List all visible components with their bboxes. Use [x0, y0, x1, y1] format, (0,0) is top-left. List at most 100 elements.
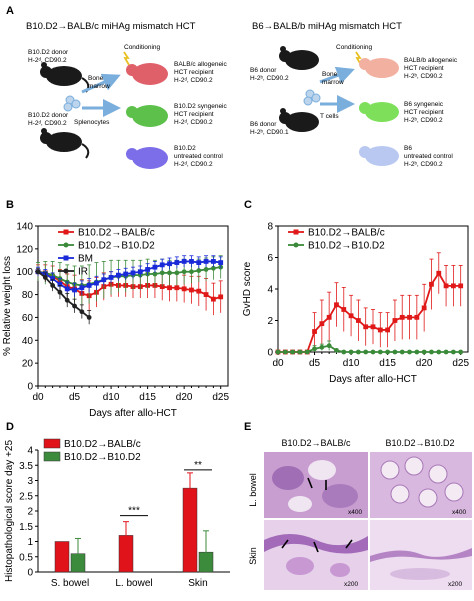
y-tick-label: 80: [22, 290, 34, 301]
y-tick-label: 20: [22, 359, 34, 370]
x-tick-label: d15: [139, 392, 156, 403]
left-recipient-1-line2: HCT recipient: [174, 69, 214, 76]
x-tick-label: d25: [212, 392, 229, 403]
y-tick-label: 40: [22, 336, 34, 347]
right-bone-marrow-line2: marrow: [322, 79, 344, 86]
left-lightning-icon: [123, 51, 130, 66]
schematic-left: B10.D2→BALB/c miHAg mismatch HCT B10.D2 …: [26, 21, 228, 169]
data-point: [218, 294, 224, 300]
data-point: [334, 348, 339, 353]
data-point: [414, 349, 420, 355]
data-point: [35, 269, 41, 275]
left-donor-top-line2: H-2ᵈ, CD90.2: [28, 57, 67, 64]
y-tick-label: 0.5: [19, 552, 33, 563]
legend-swatch: [43, 438, 61, 449]
data-point: [72, 287, 77, 293]
y-axis-label: GvHD score: [242, 261, 253, 316]
right-donor-top-mouse-icon: [279, 46, 319, 70]
histopathology-bar-chart: 0 0.5 1 1.5 2 2.5 3 3.5 4 Histopathological score…: [4, 438, 230, 589]
legend-label: B10.D2→BALB/c: [64, 439, 141, 450]
left-donor-bottom-line2: H-2ᵈ, CD90.2: [28, 120, 67, 127]
data-point: [377, 327, 383, 333]
histology-image-skin-syn: x200: [370, 520, 472, 590]
data-point: [421, 349, 427, 355]
left-cells-label: Splenocytes: [74, 119, 110, 126]
left-recipient-2: B10.D2 syngeneic HCT recipient H-2ᵈ, CD9…: [126, 103, 228, 127]
data-point: [355, 318, 361, 323]
right-recipient-3-line1: B6: [404, 145, 412, 152]
data-point: [326, 343, 332, 349]
legend-marker: [293, 242, 299, 248]
data-point: [196, 268, 202, 273]
right-donor-top-line1: B6 donor: [250, 67, 277, 74]
y-tick-label: 60: [22, 313, 34, 324]
right-recipient-3-line2: untreated control: [404, 153, 453, 160]
data-point: [152, 271, 158, 277]
left-recipient-3-mouse-icon: [132, 147, 168, 169]
data-point: [174, 285, 180, 291]
data-point: [42, 275, 48, 280]
data-point: [385, 349, 391, 355]
legend-label: B10.D2→BALB/c: [78, 228, 155, 239]
data-point: [319, 344, 325, 350]
data-point: [167, 261, 172, 267]
data-point: [181, 259, 187, 264]
left-donor-top-mouse-icon: [40, 62, 90, 93]
right-cells-label: T cells: [320, 113, 339, 120]
data-point: [181, 286, 187, 292]
left-recipient-3: B10.D2 untreated control H-2ᵈ, CD90.2: [126, 145, 223, 169]
left-recipient-1-mouse-icon: [132, 63, 168, 85]
panel-a-label: A: [6, 5, 14, 17]
histology-arrow-icon: [281, 539, 289, 549]
data-point: [203, 259, 209, 264]
right-donor-bottom-line2: H-2ᵇ, CD90.1: [250, 129, 289, 136]
y-tick-label: 2: [27, 507, 33, 518]
legend-marker: [63, 268, 69, 274]
data-point: [334, 302, 339, 308]
right-recipient-3-line3: H-2ᵇ, CD90.2: [404, 161, 443, 168]
legend-label: B10.D2→BALB/c: [308, 228, 385, 239]
x-tick-label: d0: [32, 392, 44, 403]
right-recipient-1-mouse-icon: [365, 58, 399, 78]
x-tick-label: d10: [103, 392, 120, 403]
data-point: [152, 264, 158, 270]
data-point: [167, 285, 172, 291]
y-tick-label: 140: [16, 222, 33, 233]
left-donor-bottom-mouse-icon: [40, 128, 90, 159]
data-point: [50, 276, 56, 281]
left-cells-icon: [63, 95, 81, 112]
significance-label: ***: [128, 506, 140, 517]
data-point: [414, 314, 420, 320]
data-point: [399, 314, 405, 320]
data-point: [189, 287, 194, 293]
left-recipient-1-line3: H-2ᵈ, CD90.2: [174, 77, 213, 84]
data-point: [341, 307, 347, 312]
data-point: [282, 349, 288, 355]
y-tick-label: 120: [16, 244, 33, 255]
data-point: [174, 260, 180, 265]
left-donor-top-line1: B10.D2 donor: [28, 49, 69, 56]
y-tick-label: 0: [267, 348, 273, 359]
legend-marker: [63, 242, 69, 248]
legend-label: B10.D2→B10.D2: [78, 241, 155, 252]
right-recipient-2-line2: HCT recipient: [404, 109, 444, 116]
legend-label: B10.D2→B10.D2: [64, 452, 141, 463]
right-lightning-icon: [355, 51, 362, 66]
data-point: [57, 289, 63, 295]
right-recipient-3-mouse-icon: [365, 146, 399, 166]
right-donor-bottom-mouse-icon: [279, 108, 319, 132]
series-line: [278, 271, 461, 353]
x-tick-label: d15: [379, 358, 396, 369]
histology-image-skin-allo: x200: [264, 520, 368, 590]
panel-b-label: B: [6, 199, 14, 211]
data-point: [348, 313, 354, 319]
schematic-right-title: B6→BALB/b miHAg mismatch HCT: [252, 21, 402, 32]
left-recipient-1: BALB/c allogeneic HCT recipient H-2ᵈ, CD…: [126, 61, 228, 85]
data-point: [450, 349, 456, 355]
data-point: [304, 349, 310, 355]
y-tick-label: 4: [27, 446, 33, 457]
right-recipient-2-line3: H-2ᵇ, CD90.2: [404, 117, 443, 124]
data-point: [443, 349, 449, 355]
histology-image-lbowel-syn: x400: [370, 452, 472, 518]
data-point: [218, 260, 224, 265]
